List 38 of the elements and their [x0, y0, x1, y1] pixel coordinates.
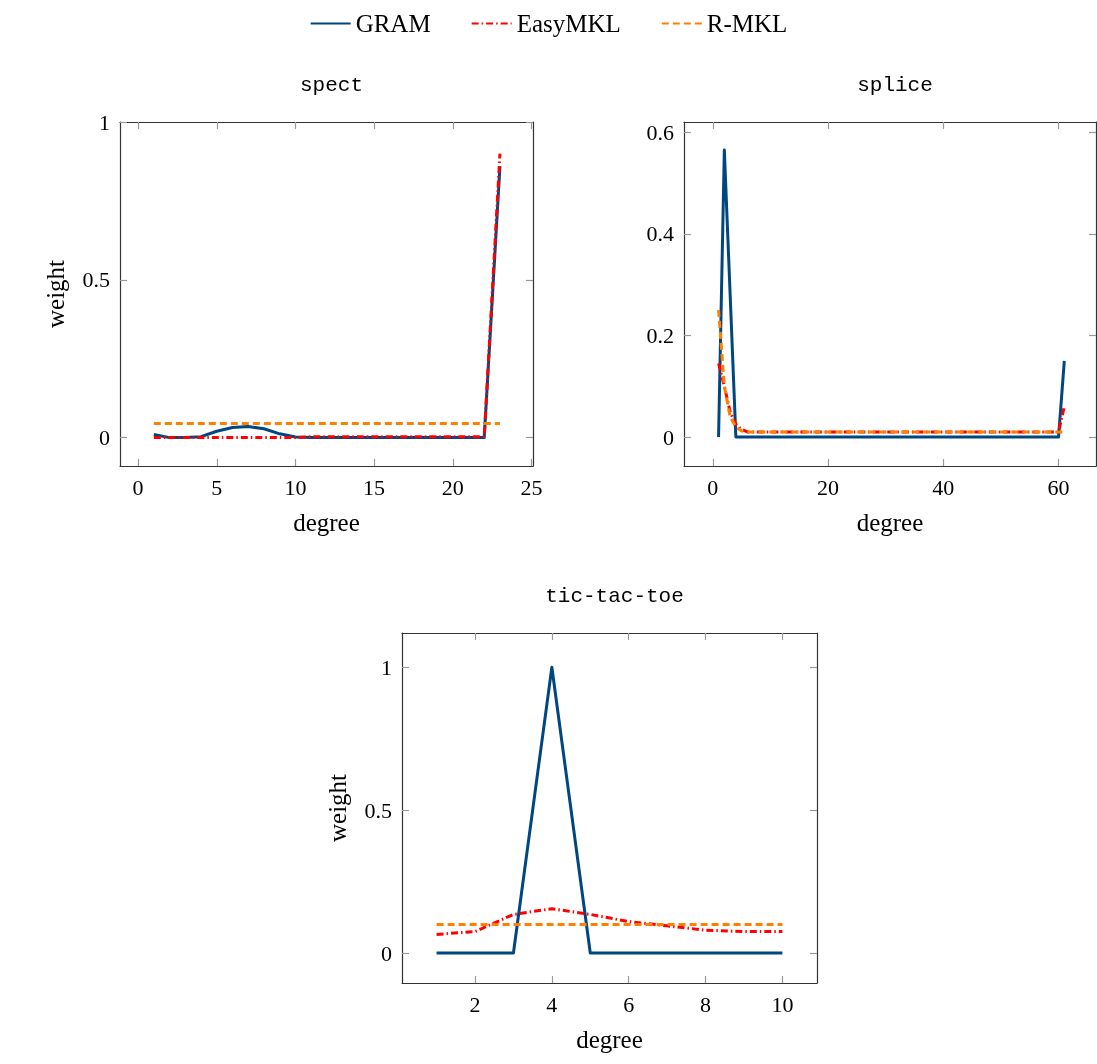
chart-title: spect [299, 74, 364, 97]
y-tick-label: 1 [381, 654, 392, 680]
legend-label: R-MKL [706, 10, 788, 37]
x-tick-label: 2 [469, 991, 481, 1017]
x-tick-label: 0 [707, 474, 719, 500]
chart-title: splice [857, 74, 933, 97]
legend-label: EasyMKL [516, 10, 621, 37]
line-series [435, 907, 784, 936]
x-tick-label: 10 [771, 991, 794, 1017]
y-tick-label: 1 [99, 109, 110, 135]
x-tick-label: 0 [132, 474, 144, 500]
x-tick-label: 10 [284, 474, 307, 500]
x-axis-title: degree [856, 509, 924, 536]
chart-title: tic-tac-toe [545, 585, 684, 608]
y-axis-title: weight [324, 773, 351, 843]
y-tick-label: 0.6 [646, 119, 674, 145]
y-tick-label: 0.5 [82, 267, 110, 293]
x-axis-title: degree [576, 1026, 643, 1053]
y-axis-title: weight [42, 259, 69, 329]
x-tick-label: 6 [623, 991, 635, 1017]
y-tick-label: 0.5 [364, 797, 392, 823]
y-tick-label: 0.2 [646, 322, 674, 348]
x-tick-label: 20 [817, 474, 840, 500]
x-tick-label: 8 [700, 991, 712, 1017]
x-axis-title: degree [293, 509, 360, 536]
x-tick-label: 25 [520, 474, 543, 500]
x-tick-label: 15 [363, 474, 386, 500]
x-tick-label: 40 [932, 474, 955, 500]
y-tick-label: 0 [663, 424, 674, 450]
legend-label: GRAM [355, 10, 431, 37]
y-tick-label: 0.4 [646, 221, 674, 247]
y-tick-label: 0 [99, 425, 110, 451]
x-tick-label: 5 [211, 474, 223, 500]
x-tick-label: 60 [1047, 474, 1070, 500]
line-series [717, 361, 1066, 434]
x-tick-label: 4 [546, 991, 558, 1017]
y-tick-label: 0 [381, 940, 392, 966]
x-tick-label: 20 [441, 474, 464, 500]
